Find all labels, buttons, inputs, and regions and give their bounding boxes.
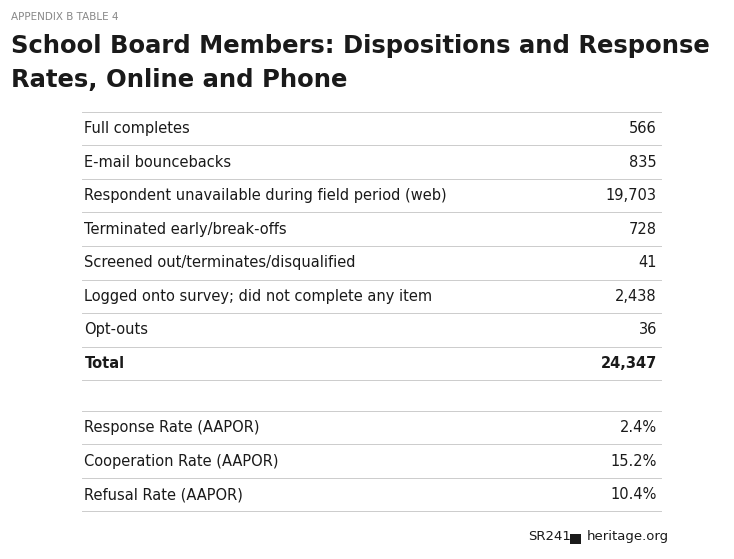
- Text: Opt-outs: Opt-outs: [84, 323, 148, 337]
- Text: 19,703: 19,703: [606, 188, 657, 203]
- Text: 41: 41: [639, 255, 657, 270]
- Text: 36: 36: [639, 323, 657, 337]
- Text: heritage.org: heritage.org: [587, 530, 669, 543]
- Text: 24,347: 24,347: [600, 356, 657, 371]
- Text: 728: 728: [629, 222, 657, 236]
- Text: 566: 566: [629, 121, 657, 136]
- Text: School Board Members: Dispositions and Response: School Board Members: Dispositions and R…: [11, 34, 710, 58]
- Text: Refusal Rate (AAPOR): Refusal Rate (AAPOR): [84, 487, 243, 502]
- Text: Cooperation Rate (AAPOR): Cooperation Rate (AAPOR): [84, 454, 279, 468]
- Text: Screened out/terminates/disqualified: Screened out/terminates/disqualified: [84, 255, 356, 270]
- Text: Full completes: Full completes: [84, 121, 190, 136]
- Text: E-mail bouncebacks: E-mail bouncebacks: [84, 155, 231, 169]
- Text: 2.4%: 2.4%: [619, 420, 657, 435]
- Text: Terminated early/break-offs: Terminated early/break-offs: [84, 222, 287, 236]
- Text: SR241: SR241: [528, 530, 571, 543]
- Text: Total: Total: [84, 356, 125, 371]
- Text: Logged onto survey; did not complete any item: Logged onto survey; did not complete any…: [84, 289, 432, 304]
- Text: APPENDIX B TABLE 4: APPENDIX B TABLE 4: [11, 12, 118, 22]
- Text: 15.2%: 15.2%: [611, 454, 657, 468]
- Text: 2,438: 2,438: [615, 289, 657, 304]
- Text: 835: 835: [629, 155, 657, 169]
- Text: Rates, Online and Phone: Rates, Online and Phone: [11, 68, 347, 92]
- Text: Response Rate (AAPOR): Response Rate (AAPOR): [84, 420, 260, 435]
- FancyBboxPatch shape: [570, 534, 581, 544]
- Text: 10.4%: 10.4%: [611, 487, 657, 502]
- Text: Respondent unavailable during field period (web): Respondent unavailable during field peri…: [84, 188, 447, 203]
